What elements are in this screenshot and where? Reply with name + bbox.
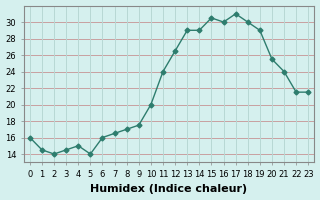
X-axis label: Humidex (Indice chaleur): Humidex (Indice chaleur) xyxy=(91,184,248,194)
